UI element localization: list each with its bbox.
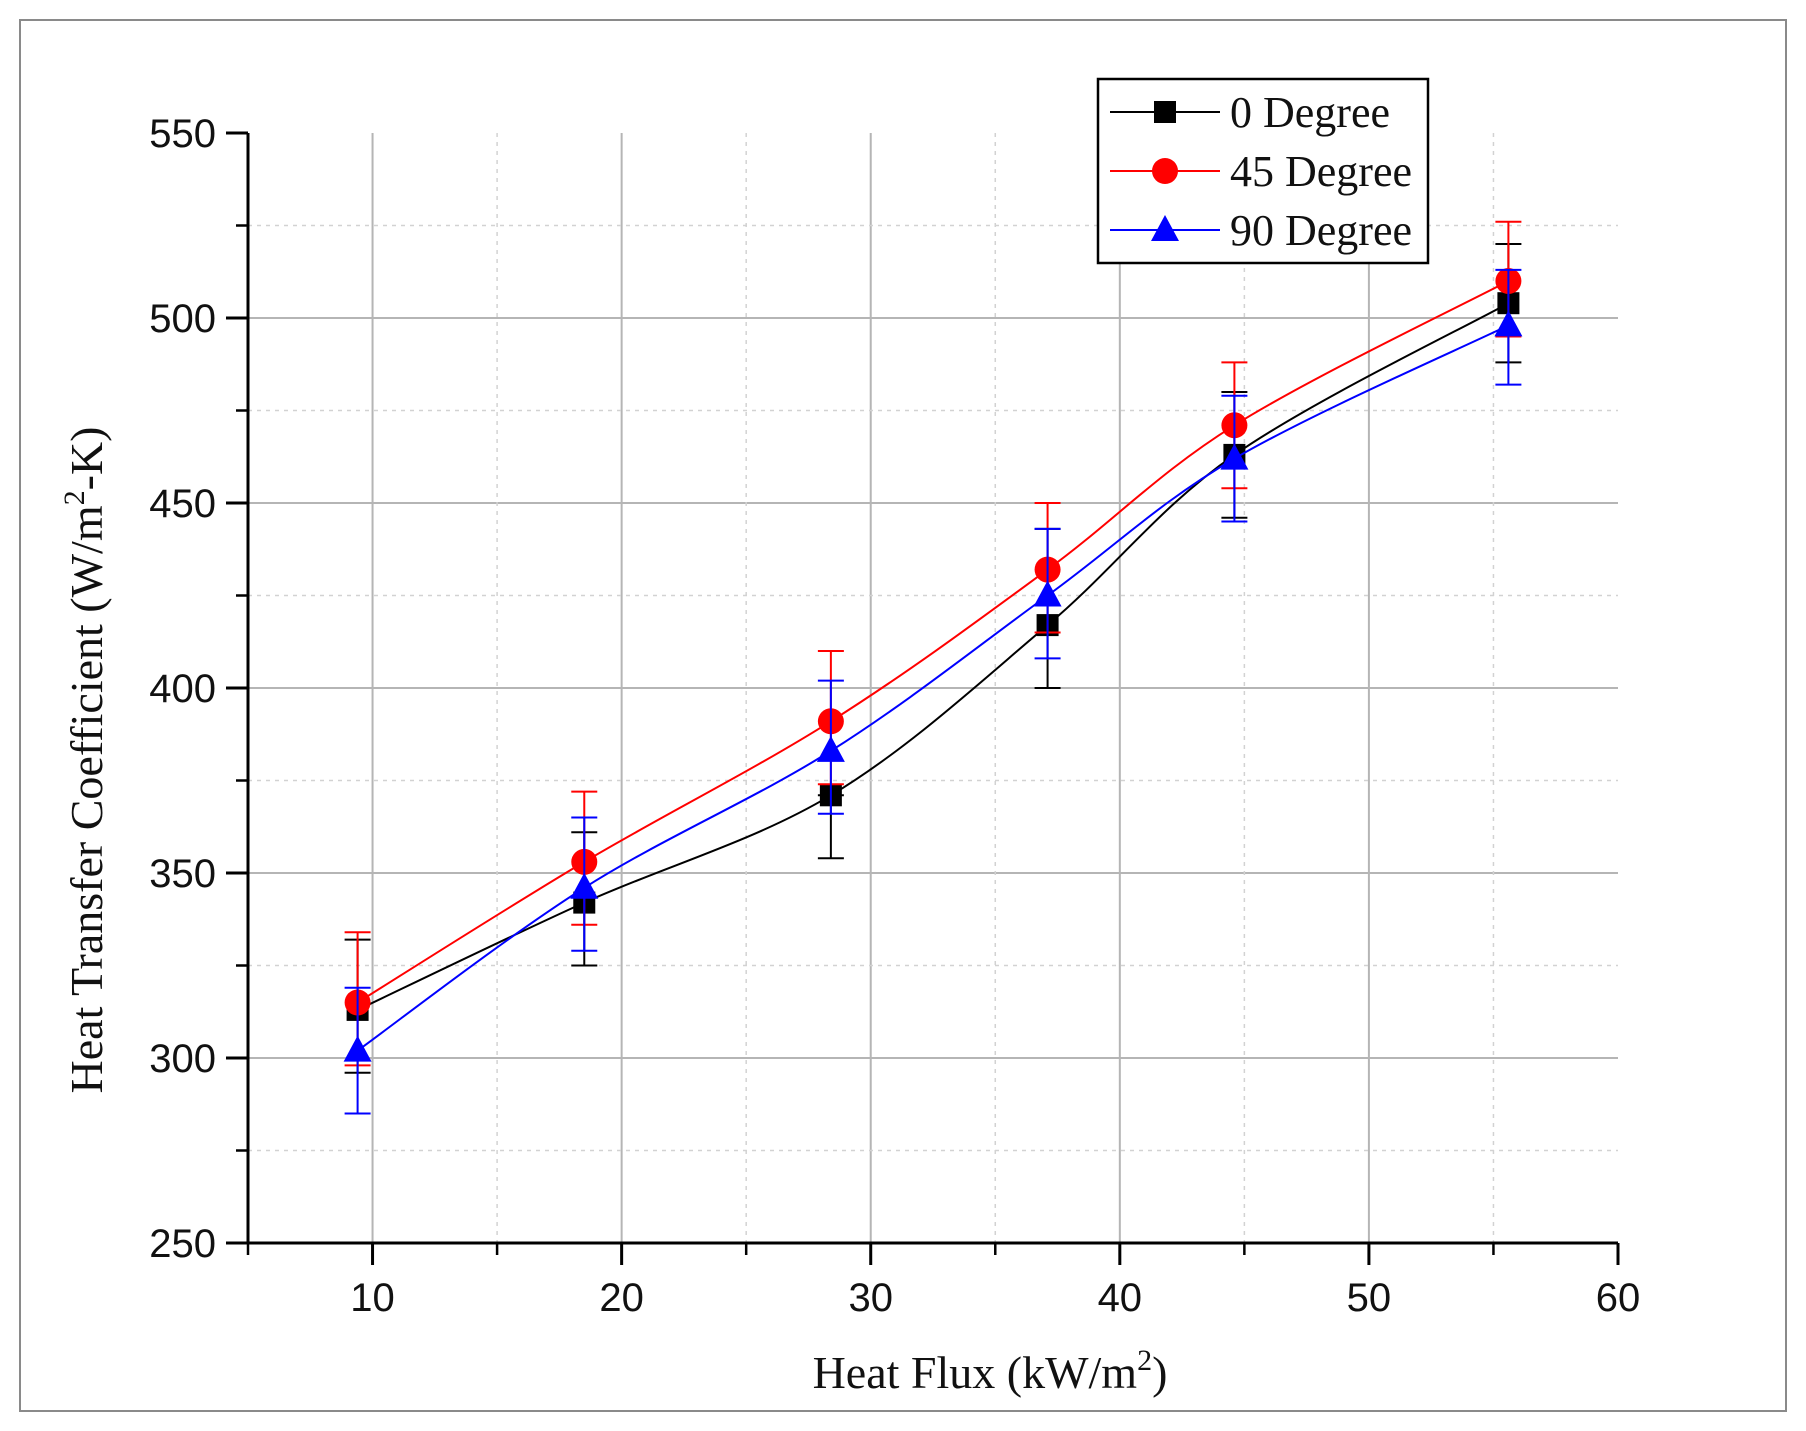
- y-tick-label: 500: [149, 297, 216, 341]
- data-point: [1220, 443, 1249, 470]
- series-90-degree: [343, 268, 1523, 1115]
- x-tick-label: 50: [1347, 1276, 1392, 1320]
- data-point: [1033, 580, 1062, 607]
- series-layer: [343, 220, 1523, 1115]
- y-tick-label: 250: [149, 1222, 216, 1266]
- legend-item: 90 Degree: [1110, 206, 1412, 255]
- y-tick-label: 550: [149, 112, 216, 156]
- x-tick-label: 20: [599, 1276, 644, 1320]
- x-tick-label: 60: [1596, 1276, 1641, 1320]
- series-line: [357, 302, 1509, 1011]
- grid: [248, 133, 1618, 1243]
- legend-marker: [1151, 215, 1179, 241]
- series-line: [357, 324, 1509, 1052]
- y-tick-label: 400: [149, 667, 216, 711]
- legend-marker: [1154, 101, 1176, 123]
- x-axis-title: Heat Flux (kW/m2): [813, 1344, 1168, 1398]
- legend-label: 0 Degree: [1230, 88, 1390, 137]
- data-point: [343, 1035, 372, 1062]
- legend-item: 45 Degree: [1110, 147, 1412, 196]
- svg-text:Heat Flux (kW/m2): Heat Flux (kW/m2): [813, 1344, 1168, 1398]
- legend-label: 45 Degree: [1230, 147, 1412, 196]
- figure-frame: [19, 19, 1787, 1412]
- data-point: [1494, 310, 1523, 337]
- axes: 250 300 350 400 450 500 550 10 20 30 40 50 60: [149, 112, 1640, 1320]
- y-tick-label: 450: [149, 482, 216, 526]
- y-tick-label: 350: [149, 852, 216, 896]
- x-tick-label: 10: [350, 1276, 395, 1320]
- x-tick-label: 40: [1098, 1276, 1143, 1320]
- legend-marker: [1152, 158, 1178, 184]
- y-axis-title: Heat Transfer Coefficient (W/m2-K): [58, 427, 112, 1094]
- legend: 0 Degree 45 Degree 90 Degree: [1096, 77, 1430, 265]
- legend-label: 90 Degree: [1230, 206, 1412, 255]
- y-tick-label: 300: [149, 1037, 216, 1081]
- series-line: [357, 280, 1509, 1004]
- svg-text:Heat Transfer Coefficient (W/m: Heat Transfer Coefficient (W/m2-K): [58, 427, 112, 1094]
- data-point: [816, 735, 845, 762]
- x-tick-label: 30: [848, 1276, 893, 1320]
- legend-item: 0 Degree: [1110, 88, 1390, 137]
- data-point: [570, 872, 599, 899]
